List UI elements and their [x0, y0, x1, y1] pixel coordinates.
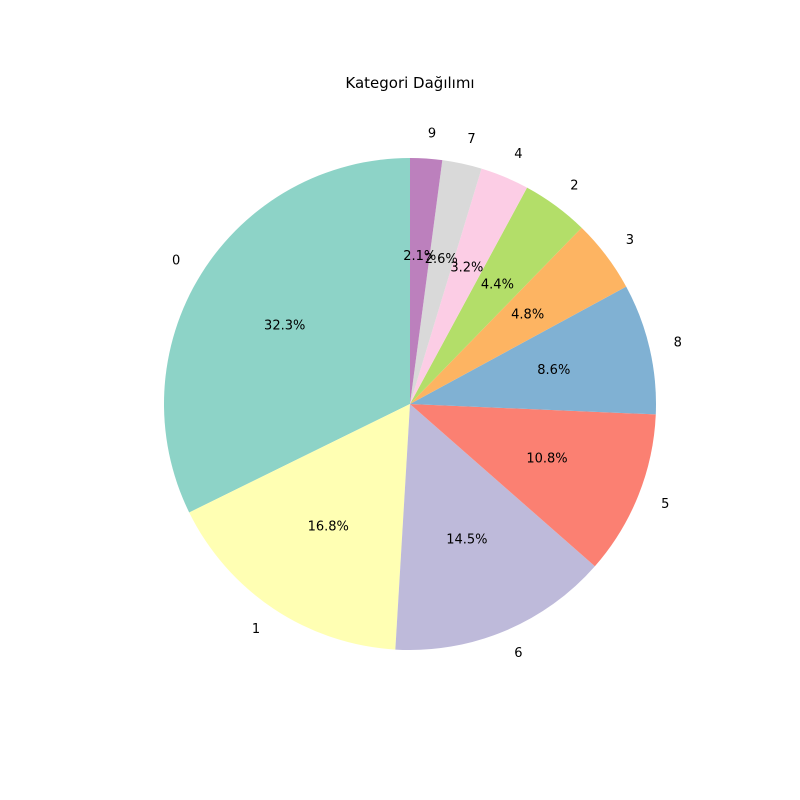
- pie-slice-2: [410, 187, 582, 404]
- pie-slices: [164, 158, 656, 650]
- slice-label-7: 7: [467, 132, 475, 147]
- slice-label-4: 4: [514, 147, 522, 162]
- pie-slice-3: [410, 227, 627, 404]
- pie-slice-4: [410, 168, 528, 404]
- pct-label-1: 16.8%: [308, 519, 349, 534]
- pie-slice-1: [189, 404, 410, 650]
- pct-label-0: 32.3%: [264, 318, 305, 333]
- pie-slice-9: [410, 158, 443, 404]
- pie-labels: 0 32.3% 1 16.8% 6 14.5% 5 10.8% 8 8.6% 3 4.8% 2 4.4% 4…: [172, 126, 682, 661]
- slice-label-0: 0: [172, 253, 180, 268]
- slice-label-9: 9: [428, 126, 436, 141]
- pct-label-8: 8.6%: [537, 363, 570, 378]
- pie-slice-8: [410, 286, 656, 415]
- slice-label-6: 6: [514, 646, 522, 661]
- pct-label-7: 2.6%: [425, 252, 458, 267]
- slice-label-1: 1: [252, 622, 260, 637]
- pct-label-4: 3.2%: [450, 260, 483, 275]
- pct-label-9: 2.1%: [403, 249, 436, 264]
- pie-slice-5: [410, 404, 656, 567]
- pct-label-3: 4.8%: [511, 307, 544, 322]
- pct-label-2: 4.4%: [481, 278, 514, 293]
- pie-slice-7: [410, 160, 482, 404]
- slice-label-5: 5: [661, 497, 669, 512]
- pie-slice-6: [395, 404, 595, 650]
- pct-label-5: 10.8%: [526, 451, 567, 466]
- slice-label-8: 8: [674, 335, 682, 350]
- slice-label-2: 2: [570, 178, 578, 193]
- pie-slice-0: [164, 158, 410, 513]
- chart-title: Kategori Dağılımı: [345, 74, 474, 92]
- pct-label-6: 14.5%: [446, 533, 487, 548]
- slice-label-3: 3: [626, 233, 634, 248]
